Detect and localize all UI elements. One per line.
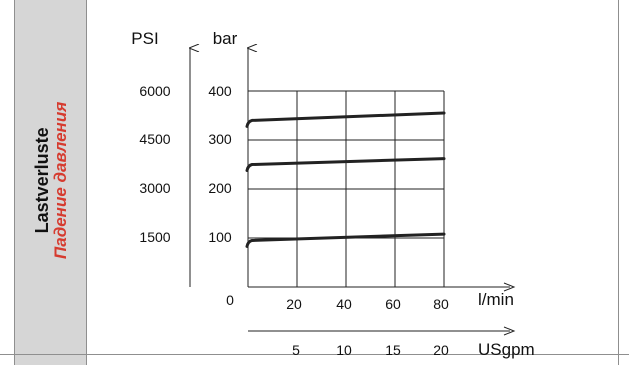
bar-tick-label-2: 200	[208, 180, 232, 196]
x-tick-label-4: 80	[433, 296, 449, 312]
psi-tick-label-4: 6000	[139, 83, 170, 99]
x-axis-arrow	[503, 282, 516, 292]
bar-tick-label-1: 100	[208, 229, 232, 245]
series-group	[245, 111, 446, 248]
bottom-border	[0, 354, 629, 355]
series-line-1	[245, 111, 446, 128]
bar-tick-label-3: 300	[208, 131, 232, 147]
secondary-x-axis-label: USgpm	[478, 340, 535, 359]
right-border	[618, 0, 619, 365]
psi-tick-label-2: 3000	[139, 180, 170, 196]
secondary-x-tick-label-4: 20	[433, 342, 449, 358]
x-tick-label-3: 60	[385, 296, 401, 312]
x-axis-label: l/min	[478, 290, 514, 309]
bar-axis-label: bar	[213, 29, 238, 48]
series-line-3	[245, 232, 446, 248]
title-band	[14, 0, 87, 365]
bar-tick-label-4: 400	[208, 83, 232, 99]
origin-label: 0	[226, 292, 234, 308]
psi-tick-label-1: 1500	[139, 229, 170, 245]
secondary-x-axis-arrow	[503, 326, 516, 336]
psi-tick-label-3: 4500	[139, 131, 170, 147]
secondary-x-tick-label-2: 10	[336, 342, 352, 358]
x-tick-label-2: 40	[336, 296, 352, 312]
x-tick-label-1: 20	[286, 296, 302, 312]
grid-group	[248, 90, 445, 287]
secondary-x-tick-label-3: 15	[385, 342, 401, 358]
series-line-2	[245, 157, 446, 172]
psi-axis-label: PSI	[131, 29, 158, 48]
secondary-x-tick-label-1: 5	[292, 342, 300, 358]
